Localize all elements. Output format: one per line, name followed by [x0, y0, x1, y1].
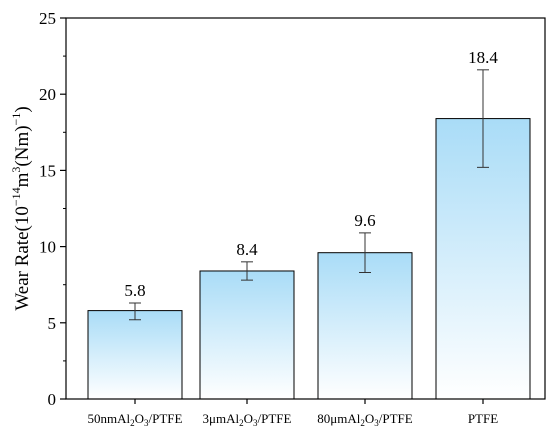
error-bars-layer [129, 69, 489, 321]
y-tick-label-0: 0 [48, 390, 57, 409]
bars-layer [87, 118, 531, 400]
y-tick-label-5: 25 [39, 9, 56, 28]
category-label-3: PTFE [468, 411, 498, 426]
bar-1 [199, 270, 295, 400]
y-tick-label-4: 20 [39, 85, 56, 104]
category-label-2: 80μmAl2O3/PTFE [317, 411, 412, 428]
value-label-2: 9.6 [354, 211, 375, 230]
bar-2 [317, 252, 413, 400]
value-label-3: 18.4 [468, 48, 498, 67]
y-tick-label-2: 10 [39, 238, 56, 257]
bar-0 [87, 310, 183, 400]
value-labels-layer: 5.8 50nmAl2O3/PTFE 8.4 3μmAl2O3/PTFE 9.6 80μm… [88, 48, 499, 428]
category-label-1: 3μmAl2O3/PTFE [203, 411, 292, 428]
axes-layer: 0 5 10 15 20 25 Wear Rate(10−14m3(Nm)−1) [9, 9, 546, 409]
value-label-0: 5.8 [124, 281, 145, 300]
category-label-0: 50nmAl2O3/PTFE [88, 411, 183, 428]
value-label-1: 8.4 [236, 240, 258, 259]
y-tick-label-1: 5 [48, 314, 57, 333]
y-tick-label-3: 15 [39, 161, 56, 180]
y-axis-title: Wear Rate(10−14m3(Nm)−1) [9, 106, 33, 310]
